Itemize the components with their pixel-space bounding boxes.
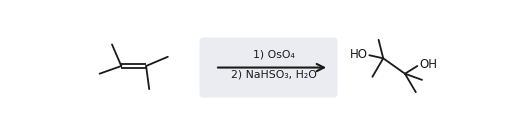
Text: 2) NaHSO₃, H₂O: 2) NaHSO₃, H₂O <box>231 69 316 79</box>
Text: HO: HO <box>350 48 368 61</box>
FancyBboxPatch shape <box>200 38 337 98</box>
Text: 1) OsO₄: 1) OsO₄ <box>253 50 294 60</box>
Text: OH: OH <box>419 58 437 71</box>
